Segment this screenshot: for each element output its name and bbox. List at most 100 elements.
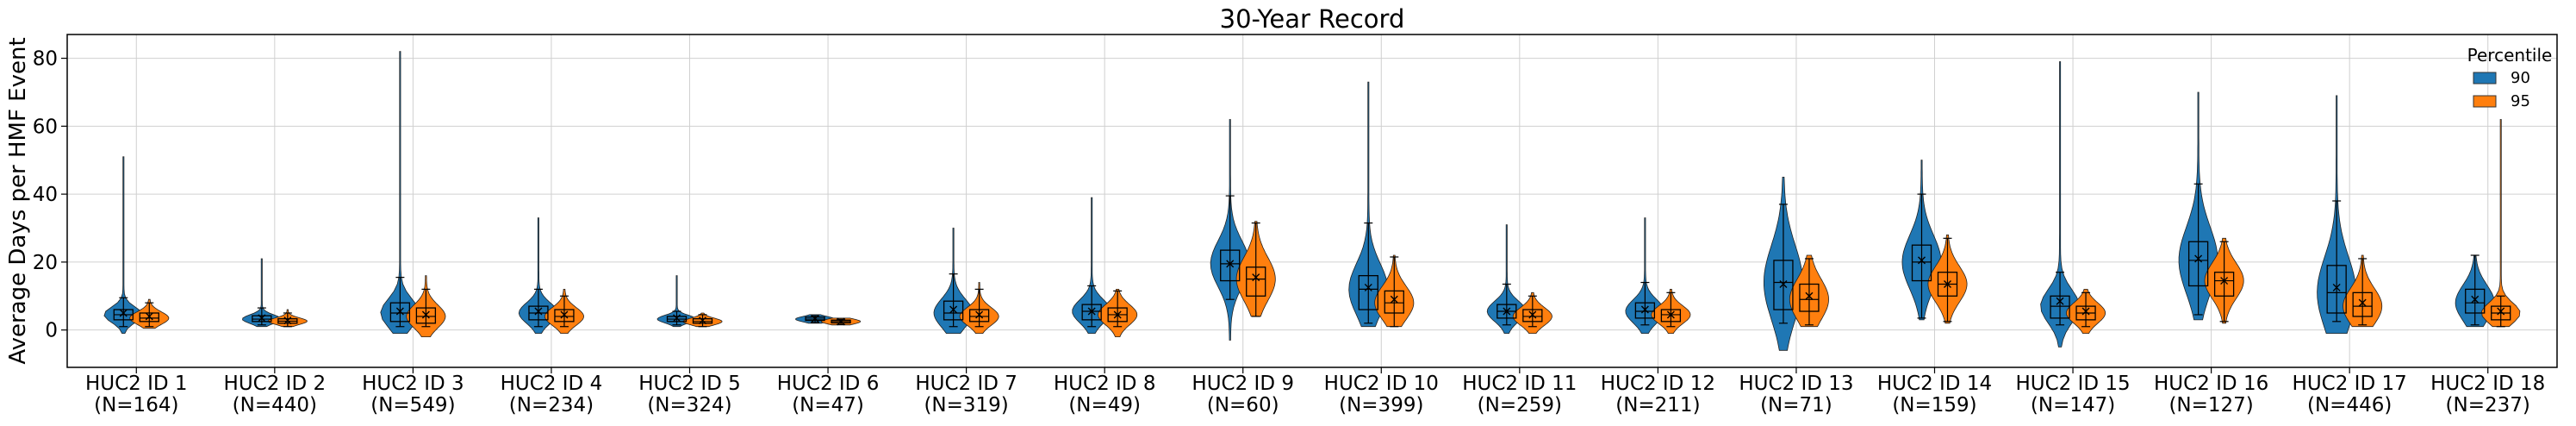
x-tick-count: (N=159) [1892,394,1976,417]
x-tick-label: HUC2 ID 1 [85,373,188,395]
mean-marker [2081,307,2090,316]
x-tick-count: (N=127) [2168,394,2253,417]
iqr-box [1081,304,1102,321]
mean-marker [2471,295,2480,304]
iqr-box [1246,266,1266,297]
iqr-box [2187,241,2209,287]
iqr-box [968,309,990,323]
y-tick-label: 40 [33,184,58,206]
x-tick-label: HUC2 ID 15 [2015,373,2130,395]
iqr-box [2352,291,2373,317]
x-tick-label: HUC2 ID 2 [224,373,327,395]
x-tick-count: (N=549) [370,394,455,417]
x-tick-label: HUC2 ID 14 [1877,373,1992,395]
mean-marker [1944,280,1951,288]
iqr-box [1799,283,1820,312]
iqr-box [1220,249,1241,282]
mean-marker [395,307,404,316]
mean-marker [1528,310,1537,319]
iqr-box [1358,275,1378,310]
x-tick-count: (N=446) [2307,394,2392,417]
mean-marker [1364,283,1372,291]
x-tick-count: (N=147) [2031,394,2115,417]
iqr-box [1384,290,1404,314]
legend-swatch-90 [2473,72,2497,85]
x-tick-count: (N=399) [1339,394,1423,417]
x-tick-label: HUC2 ID 17 [2293,373,2407,395]
iqr-box [554,309,575,323]
mean-marker [949,305,958,314]
mean-marker [145,312,153,321]
violin-shape [1348,81,1389,328]
x-tick-count: (N=49) [1068,394,1141,417]
mean-marker [1087,307,1096,316]
mean-marker [560,310,569,319]
y-tick-label: 80 [33,48,58,71]
mean-marker [421,310,430,319]
violin-shape [2481,119,2521,328]
mean-marker [2056,297,2064,305]
mean-marker [975,310,984,319]
iqr-box [2326,265,2347,314]
legend-label-95: 95 [2511,92,2530,110]
violin-shape [2040,61,2080,348]
mean-marker [837,317,845,326]
x-tick-count: (N=319) [924,394,1008,417]
mean-marker [534,307,543,316]
violin-shape [518,217,558,334]
mean-marker [2332,283,2341,291]
x-tick-label: HUC2 ID 3 [362,373,464,395]
violin-shape [1072,197,1111,334]
mean-marker [2358,298,2367,307]
legend-title: Percentile [2467,45,2553,66]
y-tick-label: 20 [33,252,58,274]
mean-marker [699,316,706,325]
violin-shape [242,258,282,328]
iqr-box [1773,260,1794,310]
iqr-box [389,302,411,323]
x-tick-count: (N=234) [509,394,594,417]
mean-marker [1252,273,1260,282]
iqr-box [943,300,964,321]
x-tick-label: HUC2 ID 10 [1324,373,1439,395]
mean-marker [1640,305,1649,314]
x-tick-label: HUC2 ID 5 [638,373,741,395]
axis-layer: 0 20 40 60 80 HUC2 ID 1(N=164) HUC2 ID 2(N=440… [33,48,2546,417]
iqr-box [1660,309,1682,323]
mean-marker [119,309,128,317]
x-tick-label: HUC2 ID 4 [501,373,603,395]
x-tick-label: HUC2 ID 18 [2430,373,2545,395]
mean-marker [1503,307,1511,316]
legend-swatch-95 [2473,95,2497,108]
x-tick-count: (N=47) [792,394,864,417]
iqr-box [1522,309,1543,323]
x-tick-label: HUC2 ID 11 [1462,373,1577,395]
x-tick-count: (N=164) [94,394,178,417]
x-tick-label: HUC2 ID 16 [2154,373,2268,395]
iqr-box [2465,288,2486,314]
iqr-box [1634,302,1656,319]
mean-marker [1918,256,1926,265]
chart-title: 30-Year Record [1220,4,1405,34]
iqr-box [1911,244,1932,282]
plot-frame [66,34,2558,368]
mean-marker [283,316,292,325]
violin-shape [103,156,144,334]
x-tick-label: HUC2 ID 8 [1054,373,1156,395]
mean-marker [2194,254,2203,263]
mean-marker [1226,260,1235,268]
x-tick-count: (N=440) [233,394,317,417]
iqr-box [139,312,159,323]
violin-layer [103,51,2521,351]
box-layer [113,183,2511,328]
legend-label-90: 90 [2511,69,2530,87]
x-tick-label: HUC2 ID 12 [1601,373,1715,395]
iqr-box [415,307,437,324]
mean-marker [1390,295,1398,304]
x-tick-label: HUC2 ID 7 [915,373,1017,395]
x-tick-count: (N=71) [1760,394,1832,417]
mean-marker [258,314,266,323]
y-axis-label: Average Days per HMF Event [5,37,31,364]
x-tick-label: HUC2 ID 13 [1739,373,1853,395]
x-tick-count: (N=60) [1207,394,1279,417]
